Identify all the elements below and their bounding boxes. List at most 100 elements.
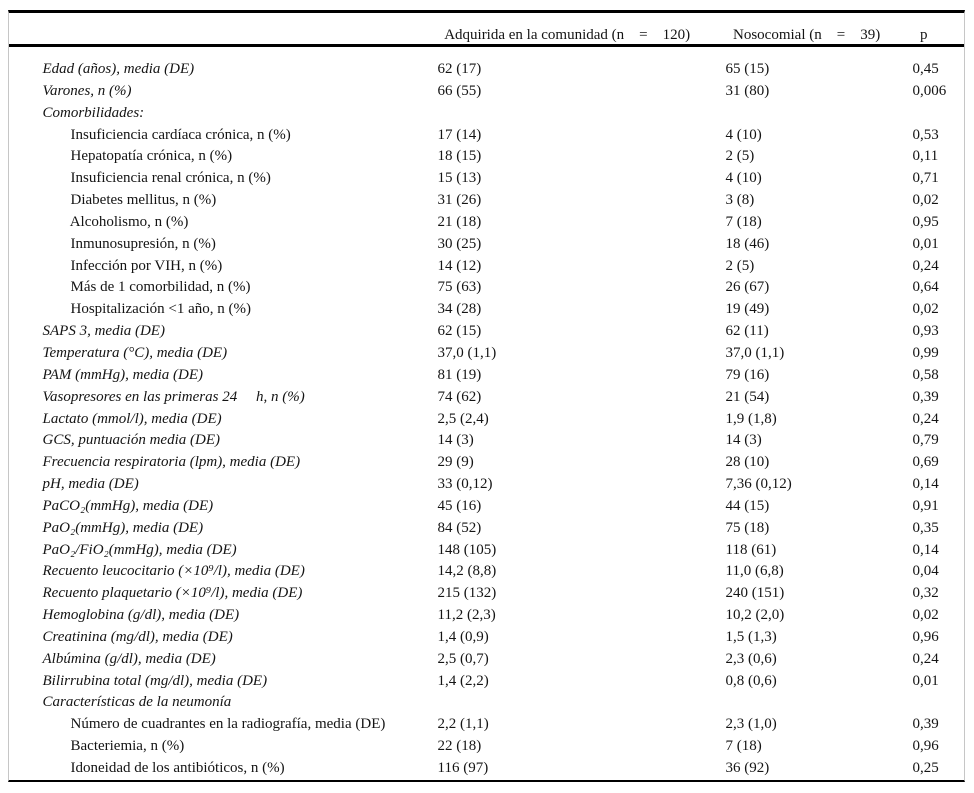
table-row: Bacteriemia, n (%) 22 (18) 7 (18) 0,96 (9, 724, 964, 754)
row-label-cell: Número de cuadrantes en la radiografía, … (9, 702, 415, 747)
p-value: 0,24 (912, 410, 939, 427)
p-value-cell: 0,39 (890, 375, 964, 420)
p-value-cell: 0,91 (890, 484, 964, 529)
community-value: 66 (55) (437, 82, 482, 99)
p-value: 0,39 (912, 716, 939, 733)
community-value: 84 (52) (437, 519, 482, 536)
nosocomial-value: 21 (54) (725, 388, 770, 405)
nosocomial-value: 1,5 (1,3) (725, 628, 777, 645)
community-value: 30 (25) (437, 235, 482, 252)
nosocomial-value: 18 (46) (725, 235, 770, 252)
nosocomial-value-cell: 44 (15) (703, 484, 890, 529)
p-value: 0,24 (912, 257, 939, 274)
nosocomial-value: 240 (151) (725, 585, 785, 602)
p-value-cell: 0,53 (890, 113, 964, 158)
row-label-cell: Alcoholismo, n (%) (9, 200, 415, 245)
table-row: Varones, n (%) 66 (55) 31 (80) 0,006 (9, 69, 964, 98)
row-label: Características de la neumonía (42, 694, 232, 711)
p-value: 0,02 (912, 607, 939, 624)
row-label: Inmunosupresión, n (%) (70, 235, 216, 252)
row-label: GCS, puntuación media (DE) (42, 432, 220, 449)
table-row: GCS, puntuación media (DE) 14 (3) 14 (3)… (9, 418, 964, 448)
nosocomial-value: 7 (18) (725, 738, 762, 755)
nosocomial-value: 14 (3) (725, 432, 762, 449)
nosocomial-value-cell: 79 (16) (703, 353, 890, 398)
p-value: 0,69 (912, 454, 939, 471)
row-label-cell: SAPS 3, media (DE) (9, 309, 415, 354)
nosocomial-value: 2 (5) (725, 257, 755, 274)
header-community-cell: Adquirida en la comunidad (n = 120) (415, 13, 703, 58)
nosocomial-value-cell: 11,0 (6,8) (703, 549, 890, 594)
row-label-cell: Recuento leucocitario (×10⁹/l), media (D… (9, 549, 415, 594)
community-value-cell: 14 (3) (415, 418, 703, 463)
nosocomial-value: 44 (15) (725, 497, 770, 514)
community-value-cell: 2,5 (2,4) (415, 397, 703, 442)
community-value-cell: 17 (14) (415, 113, 703, 158)
nosocomial-value: 37,0 (1,1) (725, 344, 785, 361)
row-label-cell: PAM (mmHg), media (DE) (9, 353, 415, 398)
community-value-cell: 66 (55) (415, 69, 703, 114)
nosocomial-value: 79 (16) (725, 366, 770, 383)
community-value-cell: 74 (62) (415, 375, 703, 420)
row-label-cell: PaCO₂(mmHg), media (DE) (9, 484, 415, 529)
nosocomial-value-cell: 26 (67) (703, 265, 890, 310)
p-value-cell: 0,64 (890, 265, 964, 310)
nosocomial-value-cell: 240 (151) (703, 571, 890, 616)
nosocomial-value: 36 (92) (725, 760, 770, 776)
table-row: Insuficiencia renal crónica, n (%) 15 (1… (9, 156, 964, 186)
p-value: 0,01 (912, 672, 939, 689)
row-label-cell: Idoneidad de los antibióticos, n (%) (9, 746, 415, 791)
row-label-cell: Lactato (mmol/l), media (DE) (9, 397, 415, 442)
header-nosocomial-cell: Nosocomial (n = 39) (703, 13, 890, 58)
table-row: Características de la neumonía (9, 680, 964, 710)
community-value-cell: 62 (17) (415, 47, 703, 92)
community-value: 62 (17) (437, 61, 482, 77)
community-value-cell: 15 (13) (415, 156, 703, 201)
nosocomial-value-cell: 2 (5) (703, 134, 890, 179)
nosocomial-value-cell: 19 (49) (703, 287, 890, 332)
row-label: Más de 1 comorbilidad, n (%) (70, 279, 251, 296)
community-value: 75 (63) (437, 279, 482, 296)
p-value-cell: 0,69 (890, 440, 964, 485)
community-value: 11,2 (2,3) (437, 607, 496, 624)
row-label: Infección por VIH, n (%) (70, 257, 223, 274)
p-value-cell: 0,99 (890, 331, 964, 376)
p-value-cell: 0,71 (890, 156, 964, 201)
row-label-cell: Frecuencia respiratoria (lpm), media (DE… (9, 440, 415, 485)
community-value-cell: 215 (132) (415, 571, 703, 616)
community-value-cell: 1,4 (2,2) (415, 659, 703, 704)
row-label: Recuento leucocitario (×10⁹/l), media (D… (42, 563, 305, 580)
p-value: 0,02 (912, 192, 939, 209)
p-value-cell: 0,11 (890, 134, 964, 179)
community-value-cell: 31 (26) (415, 178, 703, 223)
p-value-cell: 0,79 (890, 418, 964, 463)
table-row: Diabetes mellitus, n (%) 31 (26) 3 (8) 0… (9, 178, 964, 208)
community-value-cell: 30 (25) (415, 222, 703, 267)
community-value: 14,2 (8,8) (437, 563, 497, 580)
nosocomial-value-cell: 1,5 (1,3) (703, 615, 890, 660)
p-value: 0,99 (912, 344, 939, 361)
community-value: 116 (97) (437, 760, 489, 776)
p-value: 0,39 (912, 388, 939, 405)
p-value: 0,24 (912, 650, 939, 667)
row-label-cell: Comorbilidades: (9, 91, 415, 136)
nosocomial-value: 4 (10) (725, 126, 762, 143)
community-value: 17 (14) (437, 126, 482, 143)
p-value-cell: 0,14 (890, 528, 964, 573)
community-value: 215 (132) (437, 585, 497, 602)
nosocomial-value-cell: 36 (92) (703, 746, 890, 791)
table-row: Albúmina (g/dl), media (DE) 2,5 (0,7) 2,… (9, 637, 964, 666)
community-value-cell: 33 (0,12) (415, 462, 703, 507)
row-label-cell: Vasopresores en las primeras 24 h, n (%) (9, 375, 415, 420)
row-label-cell: Más de 1 comorbilidad, n (%) (9, 265, 415, 310)
community-value: 2,2 (1,1) (437, 716, 489, 733)
community-value: 21 (18) (437, 213, 482, 230)
community-value: 29 (9) (437, 454, 474, 471)
table-row: SAPS 3, media (DE) 62 (15) 62 (11) 0,93 (9, 309, 964, 339)
table-row: Creatinina (mg/dl), media (DE) 1,4 (0,9)… (9, 615, 964, 644)
table-body: Edad (años), media (DE) 62 (17) 65 (15) … (9, 47, 964, 776)
p-value-cell: 0,006 (890, 69, 964, 114)
p-value-cell: 0,39 (890, 702, 964, 747)
row-label: Diabetes mellitus, n (%) (70, 192, 217, 209)
nosocomial-value: 7 (18) (725, 213, 762, 230)
